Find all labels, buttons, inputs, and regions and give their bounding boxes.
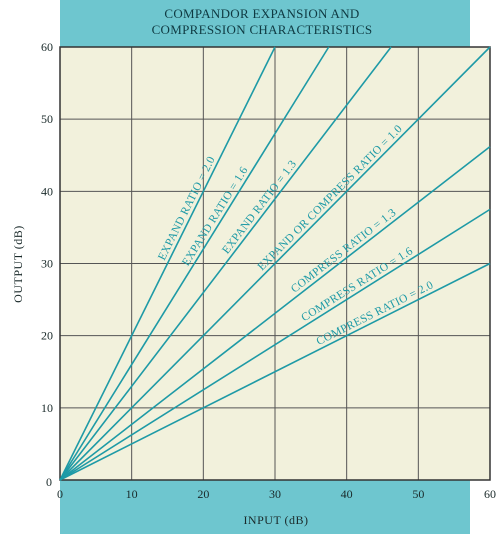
x-axis-label: INPUT (dB) — [243, 513, 308, 527]
series-line-2 — [59, 46, 330, 481]
series-line-1 — [59, 46, 276, 481]
series-line-5 — [59, 145, 491, 481]
x-tick-label-10: 10 — [126, 487, 138, 501]
x-tick-label-40: 40 — [341, 487, 353, 501]
series-line-4 — [59, 46, 491, 481]
x-tick-label-30: 30 — [269, 487, 281, 501]
chart-title-line-1: COMPANDOR EXPANSION AND — [164, 6, 359, 21]
origin-tick-label: 0 — [46, 475, 52, 489]
y-tick-label-40: 40 — [41, 184, 53, 198]
x-tick-label-0: 0 — [57, 487, 63, 501]
y-tick-label-60: 60 — [41, 40, 53, 54]
y-tick-label-30: 30 — [41, 257, 53, 271]
y-tick-label-10: 10 — [41, 401, 53, 415]
series-line-7 — [59, 262, 491, 481]
y-axis-label: OUTPUT (dB) — [11, 225, 25, 303]
series-lines — [59, 46, 491, 481]
tick-labels: 0 10 20 30 40 50 60 10 20 30 40 50 60 0 — [41, 40, 496, 501]
x-tick-label-50: 50 — [412, 487, 424, 501]
y-tick-label-50: 50 — [41, 112, 53, 126]
x-tick-label-60: 60 — [484, 487, 496, 501]
series-line-3 — [59, 46, 392, 481]
series-line-6 — [59, 208, 491, 481]
y-tick-label-20: 20 — [41, 329, 53, 343]
chart-title-line-2: COMPRESSION CHARACTERISTICS — [152, 22, 373, 37]
x-tick-label-20: 20 — [197, 487, 209, 501]
